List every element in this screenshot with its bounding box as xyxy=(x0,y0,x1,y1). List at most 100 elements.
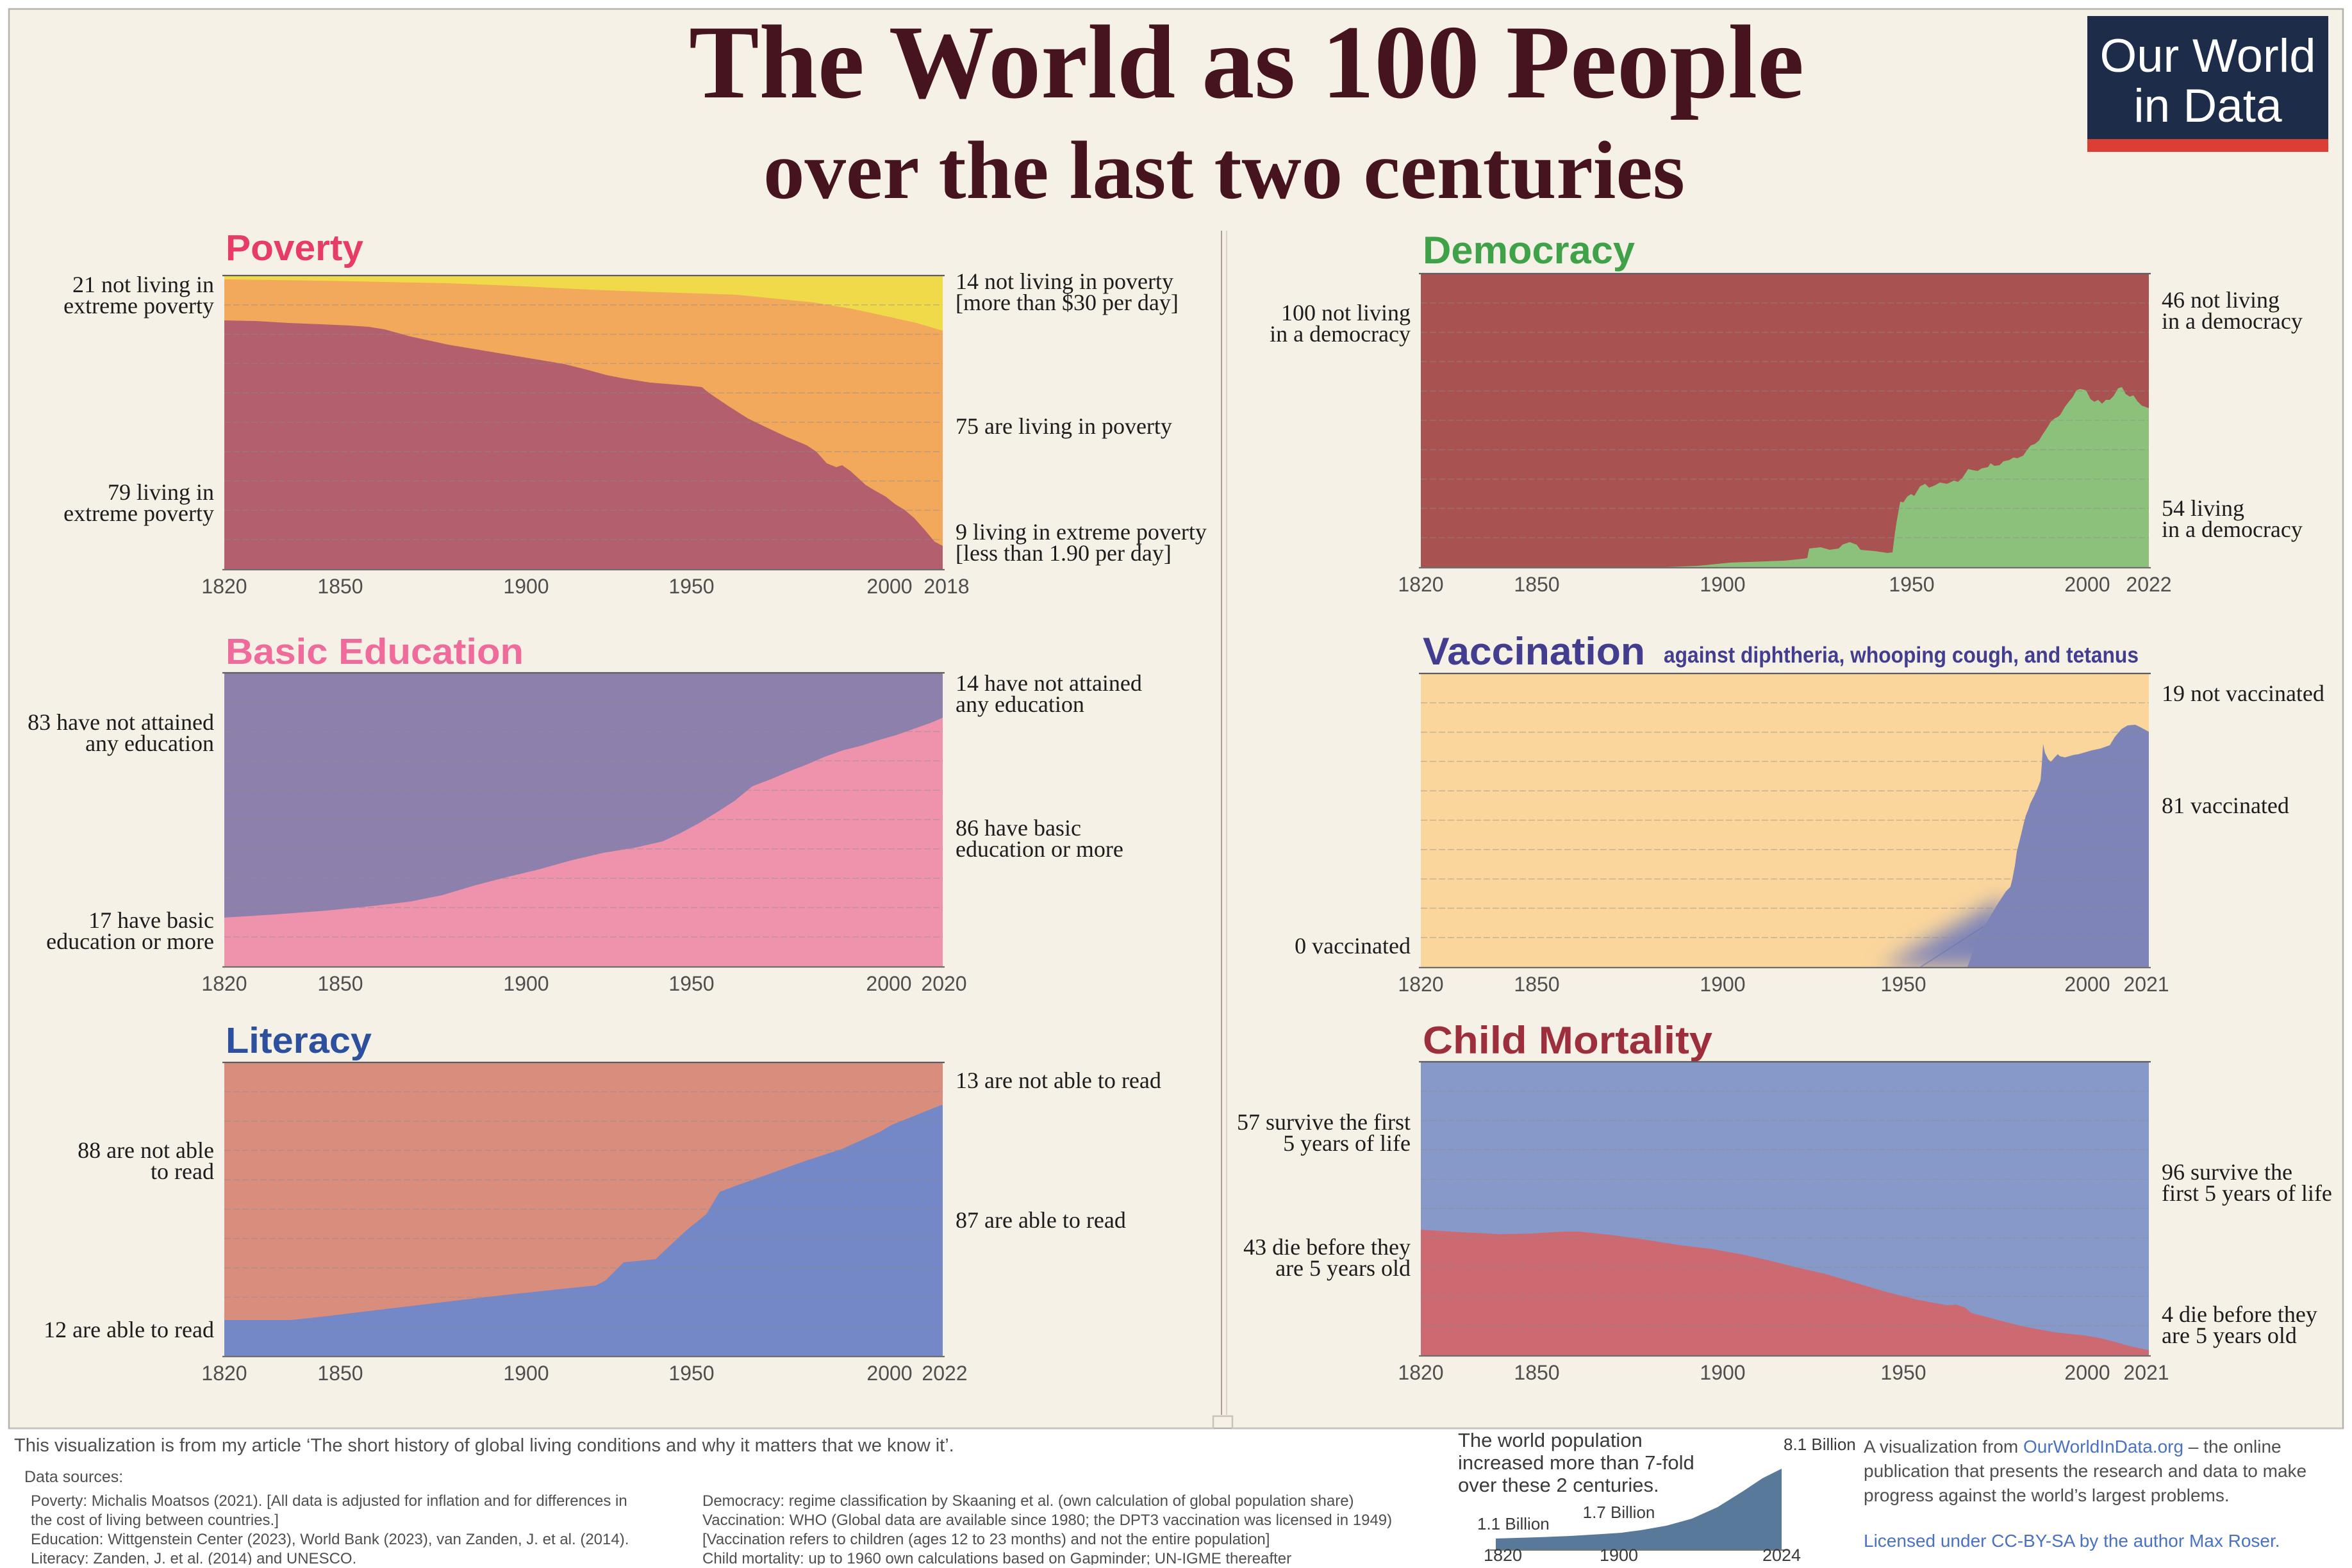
svg-text:2021: 2021 xyxy=(2123,973,2169,996)
svg-text:Basic Education: Basic Education xyxy=(226,631,524,672)
svg-text:any education: any education xyxy=(85,730,214,756)
svg-text:1850: 1850 xyxy=(1514,973,1559,996)
svg-text:against diphtheria, whooping c: against diphtheria, whooping cough, and … xyxy=(1664,643,2139,668)
svg-text:2000: 2000 xyxy=(2064,1361,2110,1384)
svg-text:79 living in: 79 living in xyxy=(108,479,214,505)
svg-text:[more than $30 per day]: [more than $30 per day] xyxy=(956,290,1179,315)
svg-text:the cost of living between cou: the cost of living between countries.] xyxy=(31,1512,279,1529)
svg-text:1.7 Billion: 1.7 Billion xyxy=(1583,1503,1655,1522)
svg-text:Literacy: Zanden, J. et al. (: Literacy: Zanden, J. et al. (2014) and U… xyxy=(31,1550,356,1565)
svg-text:2024: 2024 xyxy=(1762,1546,1801,1565)
svg-text:publication that presents the: publication that presents the research a… xyxy=(1864,1461,2306,1481)
svg-text:Vaccination: Vaccination xyxy=(1423,630,1645,673)
svg-text:Poverty: Poverty xyxy=(226,227,363,268)
svg-text:1900: 1900 xyxy=(1700,973,1745,996)
svg-text:86 have basic: 86 have basic xyxy=(956,815,1081,841)
svg-text:Education: Wittgenstein Center: Education: Wittgenstein Center (2023), W… xyxy=(31,1531,629,1548)
svg-text:Child Mortality: Child Mortality xyxy=(1423,1019,1713,1062)
svg-text:2020: 2020 xyxy=(921,972,966,995)
svg-text:extreme poverty: extreme poverty xyxy=(63,500,214,526)
svg-text:any education: any education xyxy=(956,691,1084,717)
svg-text:2000: 2000 xyxy=(2064,973,2110,996)
svg-text:1950: 1950 xyxy=(1880,1361,1926,1384)
svg-text:Licensed under CC-BY-SA by the: Licensed under CC-BY-SA by the author Ma… xyxy=(1864,1531,2280,1551)
svg-text:1.1 Billion: 1.1 Billion xyxy=(1477,1514,1550,1533)
svg-text:Data sources:: Data sources: xyxy=(24,1468,123,1486)
svg-text:1850: 1850 xyxy=(317,972,363,995)
svg-text:2000: 2000 xyxy=(2064,573,2110,596)
svg-text:Democracy: regime classificati: Democracy: regime classification by Skaa… xyxy=(702,1492,1354,1510)
svg-text:1950: 1950 xyxy=(668,972,714,995)
svg-text:progress against the world’s l: progress against the world’s largest pro… xyxy=(1864,1485,2230,1505)
svg-text:in a democracy: in a democracy xyxy=(2162,516,2303,542)
svg-text:2018: 2018 xyxy=(923,575,969,598)
svg-text:1950: 1950 xyxy=(668,1362,714,1385)
svg-text:75 are living in poverty: 75 are living in poverty xyxy=(956,413,1172,439)
svg-text:extreme poverty: extreme poverty xyxy=(63,293,214,318)
svg-text:83 have not attained: 83 have not attained xyxy=(28,709,214,735)
svg-text:5 years of life: 5 years of life xyxy=(1283,1130,1411,1156)
svg-text:Our World: Our World xyxy=(2100,30,2316,82)
svg-text:14 not living in poverty: 14 not living in poverty xyxy=(956,268,1173,294)
svg-text:100 not living: 100 not living xyxy=(1281,300,1411,326)
svg-text:A visualization from OurWorldI: A visualization from OurWorldInData.org … xyxy=(1864,1437,2282,1457)
svg-text:1820: 1820 xyxy=(1398,1361,1443,1384)
svg-text:1950: 1950 xyxy=(1880,973,1926,996)
svg-text:increased more than 7-fold: increased more than 7-fold xyxy=(1458,1451,1694,1474)
svg-text:12 are able to read: 12 are able to read xyxy=(44,1317,214,1342)
svg-text:2022: 2022 xyxy=(2126,573,2171,596)
svg-text:to read: to read xyxy=(151,1159,214,1184)
svg-text:2021: 2021 xyxy=(2123,1361,2169,1384)
svg-text:2000: 2000 xyxy=(866,575,912,598)
svg-text:88 are not able: 88 are not able xyxy=(78,1137,214,1163)
svg-text:17 have basic: 17 have basic xyxy=(88,907,214,933)
svg-text:54 living: 54 living xyxy=(2162,495,2244,521)
svg-text:Democracy: Democracy xyxy=(1423,229,1636,272)
svg-text:43 die before they: 43 die before they xyxy=(1243,1234,1411,1260)
svg-text:14 have not attained: 14 have not attained xyxy=(956,670,1142,696)
svg-text:87 are able to read: 87 are able to read xyxy=(956,1207,1126,1233)
svg-text:96 survive the: 96 survive the xyxy=(2162,1159,2292,1185)
svg-text:1950: 1950 xyxy=(668,575,714,598)
svg-text:over these 2 centuries.: over these 2 centuries. xyxy=(1458,1474,1659,1496)
svg-text:are 5 years old: are 5 years old xyxy=(2162,1323,2297,1348)
svg-text:57 survive the first: 57 survive the first xyxy=(1237,1109,1411,1135)
svg-text:Poverty: Michalis Moatsos (202: Poverty: Michalis Moatsos (2021). [All d… xyxy=(31,1492,627,1510)
svg-text:1820: 1820 xyxy=(1398,573,1443,596)
svg-text:Vaccination: WHO (Global data: Vaccination: WHO (Global data are availa… xyxy=(702,1512,1392,1529)
svg-text:2022: 2022 xyxy=(922,1362,967,1385)
svg-text:1820: 1820 xyxy=(201,575,247,598)
svg-text:19 not vaccinated: 19 not vaccinated xyxy=(2162,681,2324,706)
svg-text:8.1 Billion: 8.1 Billion xyxy=(1784,1435,1856,1454)
svg-text:1850: 1850 xyxy=(317,575,363,598)
svg-text:1850: 1850 xyxy=(317,1362,363,1385)
svg-text:1900: 1900 xyxy=(503,575,549,598)
svg-text:The world population: The world population xyxy=(1458,1429,1643,1451)
svg-text:13 are not able to read: 13 are not able to read xyxy=(956,1068,1161,1093)
svg-text:education or more: education or more xyxy=(956,836,1123,862)
svg-text:Literacy: Literacy xyxy=(226,1020,372,1061)
svg-text:2000: 2000 xyxy=(866,972,911,995)
svg-text:1820: 1820 xyxy=(201,972,247,995)
svg-text:1900: 1900 xyxy=(1700,573,1745,596)
svg-text:2000: 2000 xyxy=(866,1362,912,1385)
svg-text:1850: 1850 xyxy=(1514,573,1559,596)
svg-text:education or more: education or more xyxy=(46,928,214,954)
svg-text:1900: 1900 xyxy=(1600,1546,1638,1565)
svg-text:1900: 1900 xyxy=(503,972,549,995)
svg-text:1900: 1900 xyxy=(503,1362,549,1385)
svg-text:1950: 1950 xyxy=(1889,573,1934,596)
svg-text:[less than 1.90 per day]: [less than 1.90 per day] xyxy=(956,540,1172,566)
svg-text:46 not living: 46 not living xyxy=(2162,287,2280,313)
svg-text:are 5 years old: are 5 years old xyxy=(1275,1255,1411,1281)
svg-text:in Data: in Data xyxy=(2133,80,2282,132)
svg-text:1820: 1820 xyxy=(1484,1546,1522,1565)
svg-text:in a democracy: in a democracy xyxy=(2162,308,2303,334)
svg-text:in a democracy: in a democracy xyxy=(1270,321,1411,347)
svg-text:21 not living in: 21 not living in xyxy=(72,272,214,297)
svg-text:1850: 1850 xyxy=(1514,1361,1559,1384)
svg-text:This visualization is from my: This visualization is from my article ‘T… xyxy=(14,1435,954,1456)
svg-text:4 die before they: 4 die before they xyxy=(2162,1301,2317,1327)
svg-text:0 vaccinated: 0 vaccinated xyxy=(1295,933,1411,959)
svg-text:first 5 years of life: first 5 years of life xyxy=(2162,1180,2332,1206)
